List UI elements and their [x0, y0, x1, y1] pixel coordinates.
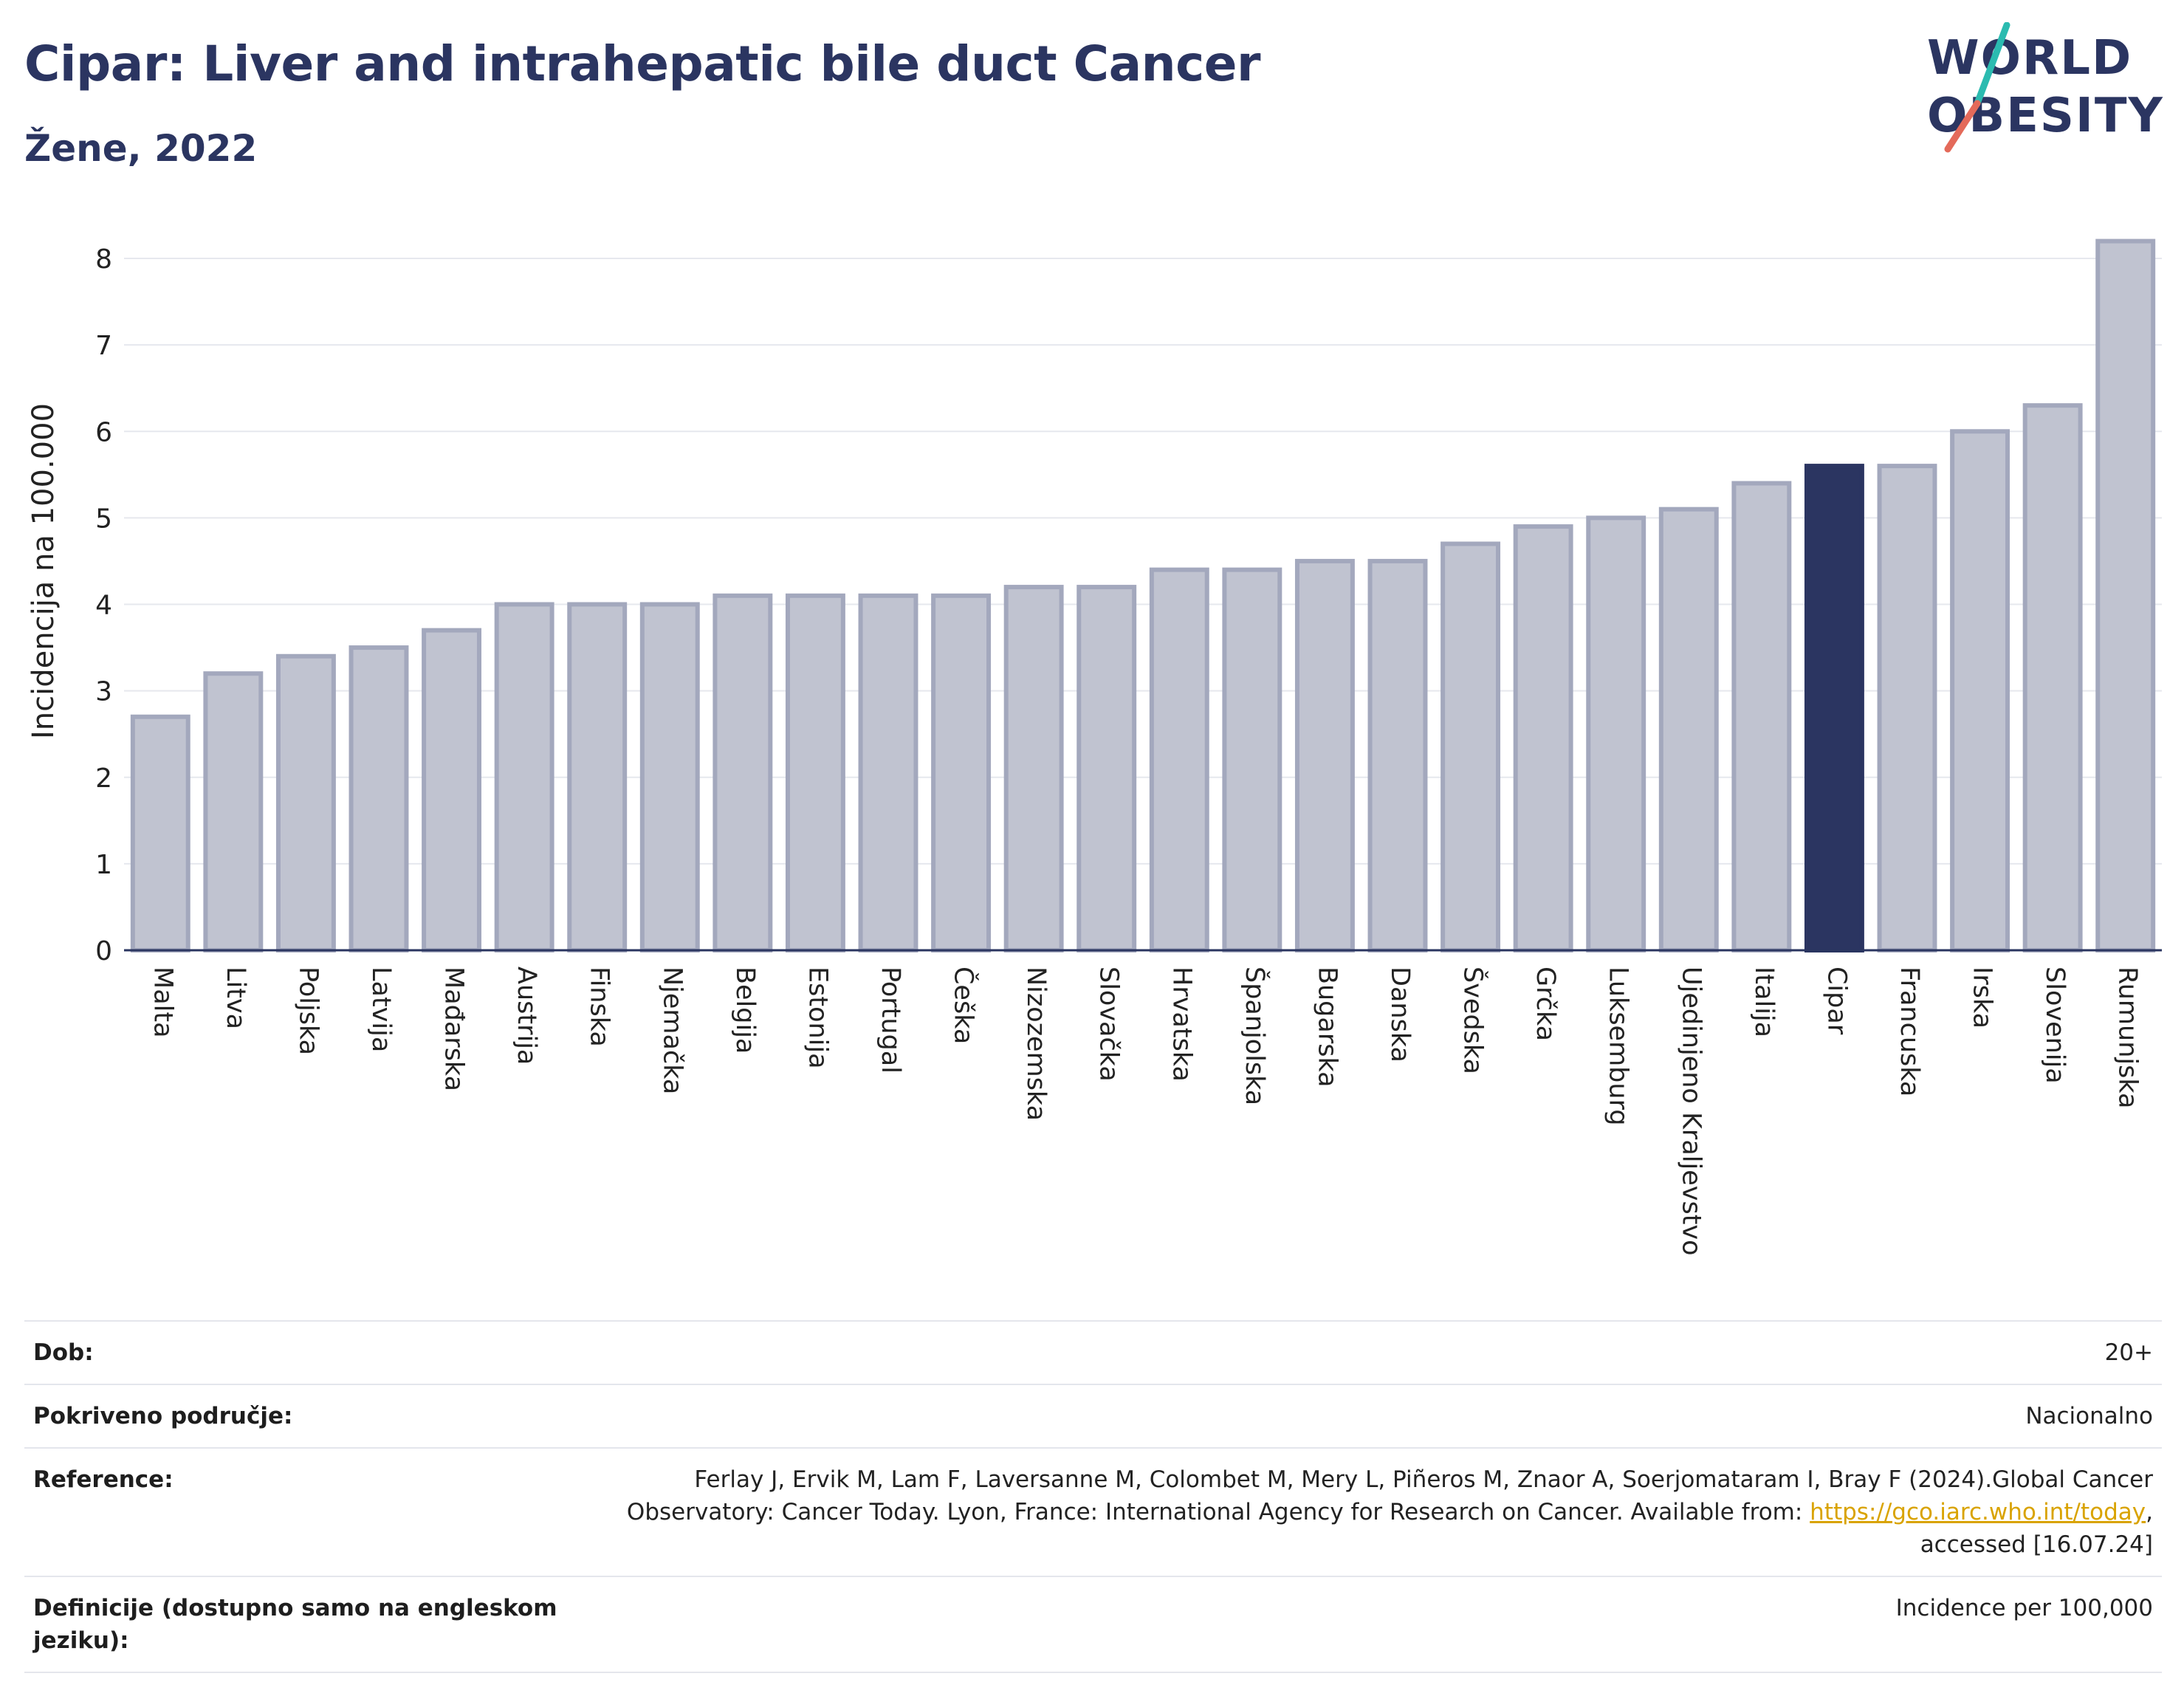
x-tick-label: Češka — [949, 967, 980, 1044]
x-tick-label: Bugarska — [1312, 967, 1342, 1088]
y-tick-label: 8 — [95, 244, 112, 275]
y-tick-labels: 0 1 2 3 4 5 6 7 8 — [95, 244, 112, 967]
bar — [712, 593, 773, 952]
x-tick-label: Estonija — [803, 967, 832, 1069]
bar — [1440, 541, 1501, 952]
x-tick-label: Hrvatska — [1167, 967, 1196, 1082]
x-tick-label: Rumunjska — [2113, 967, 2143, 1108]
bar — [1367, 558, 1428, 952]
world-obesity-logo: WORLD OBESITY — [1927, 22, 2163, 153]
bar-chart: 0 1 2 3 4 5 6 7 8 Malta Litva Poljska Latvija Mađars… — [27, 238, 2162, 1256]
x-tick-label: Nizozemska — [1021, 967, 1051, 1121]
bar — [348, 645, 409, 952]
info-table: Dob: 20+ Pokriveno područje: Nacionalno … — [24, 1320, 2162, 1673]
y-tick-label: 0 — [95, 936, 112, 967]
x-tick-label: Slovačka — [1094, 967, 1124, 1082]
x-tick-label: Cipar — [1821, 967, 1851, 1035]
bar — [1149, 567, 1209, 952]
y-tick-label: 1 — [95, 850, 112, 880]
bar — [1294, 558, 1355, 952]
info-value-age: 20+ — [2104, 1339, 2153, 1366]
x-tick-label: Ujedinjeno Kraljevstvo — [1676, 967, 1706, 1256]
chart-title: Cipar: Liver and intrahepatic bile duct … — [24, 35, 1261, 92]
x-tick-label: Belgija — [730, 967, 760, 1054]
reference-line-2-end: , — [2146, 1499, 2153, 1525]
bar — [1003, 585, 1064, 952]
y-tick-label: 7 — [95, 331, 112, 361]
bar — [1586, 515, 1646, 952]
bar-highlighted — [1804, 464, 1864, 952]
reference-line-2-text: Observatory: Cancer Today. Lyon, France:… — [626, 1499, 1810, 1525]
bar — [639, 602, 700, 952]
x-tick-label: Španjolska — [1240, 967, 1271, 1105]
logo-slash-coral — [1944, 100, 1981, 153]
reference-line-2: Observatory: Cancer Today. Lyon, France:… — [572, 1496, 2153, 1528]
bar — [1877, 464, 1937, 952]
y-tick-label: 6 — [95, 417, 112, 447]
bar — [203, 671, 264, 952]
x-tick-label: Malta — [148, 967, 177, 1038]
y-tick-label: 3 — [95, 677, 112, 707]
reference-line-1: Ferlay J, Ervik M, Lam F, Laversanne M, … — [694, 1466, 2153, 1493]
info-row-coverage: Pokriveno područje: Nacionalno — [24, 1384, 2162, 1447]
x-tick-label: Luksemburg — [1604, 967, 1633, 1126]
x-tick-label: Švedska — [1458, 967, 1489, 1074]
y-tick-label: 4 — [95, 591, 112, 621]
x-tick-label: Mađarska — [439, 967, 469, 1091]
bar — [130, 714, 190, 952]
info-row-reference: Reference: Ferlay J, Ervik M, Lam F, Lav… — [24, 1447, 2162, 1576]
info-label-age: Dob: — [33, 1339, 94, 1366]
bar — [931, 593, 992, 952]
bar — [1513, 524, 1573, 952]
reference-link[interactable]: https://gco.iarc.who.int/today — [1810, 1499, 2146, 1525]
logo-line-world: WORLD — [1927, 31, 2132, 86]
reference-line-3: accessed [16.07.24] — [1920, 1531, 2153, 1558]
y-tick-label: 2 — [95, 763, 112, 794]
x-tick-label: Finska — [585, 967, 614, 1047]
info-value-coverage: Nacionalno — [2025, 1403, 2153, 1429]
bar — [858, 593, 918, 952]
x-tick-label: Francuska — [1895, 967, 1924, 1096]
bar — [1658, 507, 1719, 952]
x-tick-label: Latvija — [366, 967, 396, 1052]
info-label-reference: Reference: — [33, 1466, 174, 1493]
bar — [422, 628, 482, 952]
x-tick-label: Slovenija — [2040, 967, 2070, 1084]
info-row-age: Dob: 20+ — [24, 1320, 2162, 1384]
chart-subtitle: Žene, 2022 — [24, 127, 258, 170]
info-row-definitions: Definicije (dostupno samo na engleskom j… — [24, 1576, 2162, 1673]
x-tick-label: Irska — [1968, 967, 1997, 1029]
bar — [785, 593, 845, 952]
bar — [1950, 429, 2010, 952]
x-tick-label: Litva — [221, 967, 250, 1029]
x-tick-label: Njemačka — [657, 967, 687, 1094]
y-axis-title: Incidencija na 100.000 — [27, 403, 61, 739]
info-label-coverage: Pokriveno područje: — [33, 1403, 293, 1429]
x-tick-label: Poljska — [293, 967, 323, 1055]
x-tick-label: Austrija — [512, 967, 541, 1065]
bar — [1076, 585, 1137, 952]
bar — [2022, 403, 2083, 952]
x-tick-label: Portugal — [876, 967, 905, 1074]
bar — [2095, 238, 2156, 952]
info-value-reference: Ferlay J, Ervik M, Lam F, Laversanne M, … — [572, 1463, 2162, 1561]
bar — [494, 602, 554, 952]
x-tick-labels: Malta Litva Poljska Latvija Mađarska Austrija… — [148, 967, 2142, 1256]
bar — [567, 602, 628, 952]
y-tick-label: 5 — [95, 504, 112, 534]
bar — [1222, 567, 1282, 952]
bar — [1731, 481, 1792, 952]
logo-slash-teal — [1974, 22, 2010, 107]
info-value-definitions: Incidence per 100,000 — [1895, 1595, 2153, 1621]
info-label-definitions: Definicije (dostupno samo na engleskom j… — [33, 1595, 557, 1654]
x-tick-label: Danska — [1385, 967, 1415, 1062]
bar — [275, 653, 336, 953]
x-tick-label: Italija — [1749, 967, 1779, 1037]
x-tick-label: Grčka — [1531, 967, 1560, 1041]
bars — [130, 238, 2156, 953]
